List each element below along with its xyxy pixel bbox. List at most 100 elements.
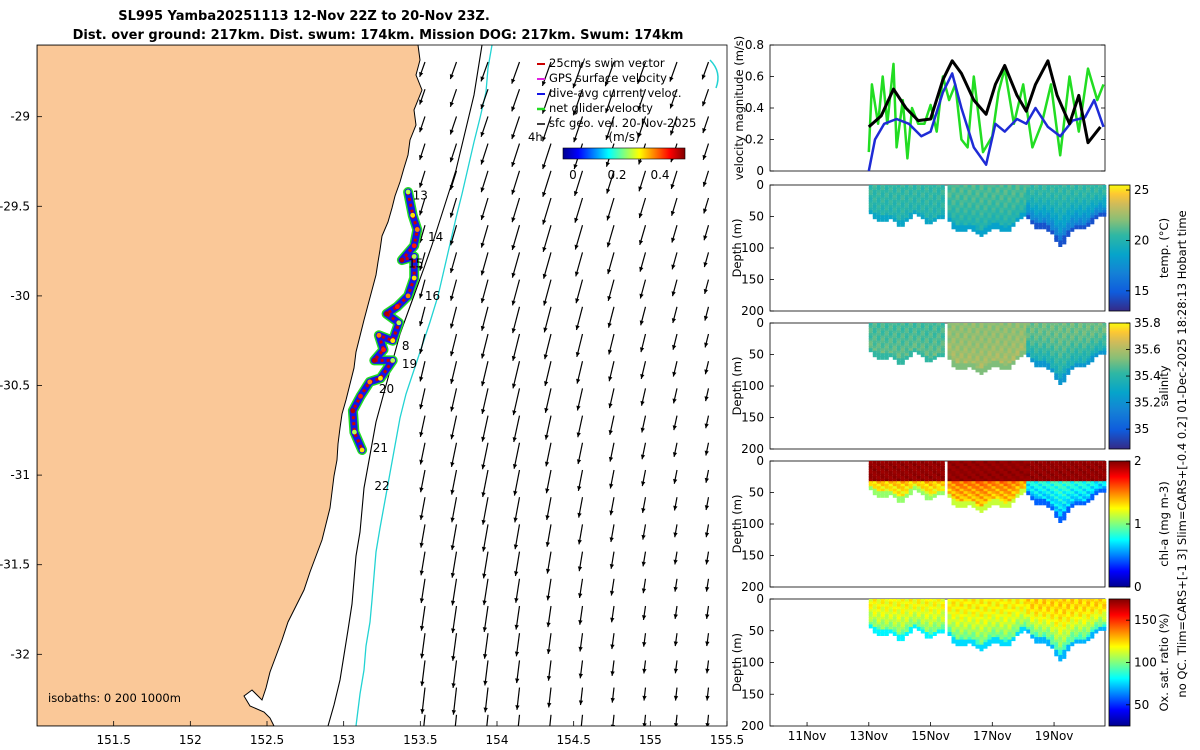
profile-cell bbox=[924, 488, 929, 493]
profile-cell bbox=[884, 210, 889, 215]
profile-cell bbox=[1050, 493, 1055, 498]
geo-velocity-arrowhead bbox=[767, 177, 771, 182]
profile-cell bbox=[999, 481, 1004, 486]
profile-cell bbox=[1058, 621, 1063, 626]
geo-velocity-arrowhead bbox=[544, 461, 550, 467]
map-y-tick-label: -30 bbox=[10, 289, 30, 303]
profile-cell bbox=[1011, 486, 1016, 491]
profile-cell bbox=[999, 340, 1004, 345]
profile-cell bbox=[1074, 345, 1079, 350]
profile-cell bbox=[983, 355, 988, 360]
profile-cell bbox=[920, 335, 925, 340]
profile-cell bbox=[1034, 350, 1039, 355]
profile-cell bbox=[1094, 599, 1099, 603]
profile-cell bbox=[1011, 478, 1016, 483]
profile-cell bbox=[872, 330, 877, 335]
profile-cell bbox=[1094, 488, 1099, 493]
geo-velocity-arrowhead bbox=[542, 273, 547, 279]
profile-cell bbox=[896, 330, 901, 335]
profile-cell bbox=[1090, 330, 1095, 335]
profile-cell bbox=[1038, 197, 1043, 202]
legend-swim-vector: 25cm/s swim vector bbox=[549, 56, 665, 70]
profile-cell bbox=[1034, 323, 1039, 327]
profile-cell bbox=[947, 207, 952, 212]
profile-cell bbox=[1098, 624, 1103, 629]
profile-cell bbox=[963, 493, 968, 498]
profile-cell bbox=[1042, 207, 1047, 212]
profile-cell bbox=[920, 611, 925, 616]
profile-cell bbox=[920, 461, 925, 465]
profile-cell bbox=[995, 478, 1000, 483]
profile-cell bbox=[1102, 333, 1107, 338]
geo-velocity-arrowhead bbox=[673, 586, 678, 592]
profile-cell bbox=[947, 476, 952, 481]
profile-cell bbox=[892, 207, 897, 212]
profile-cell bbox=[896, 207, 901, 212]
profile-cell bbox=[1023, 210, 1028, 215]
profile-cell bbox=[1030, 624, 1035, 629]
profile-cell bbox=[892, 599, 897, 603]
profile-cell bbox=[983, 187, 988, 192]
profile-cell bbox=[951, 468, 956, 473]
profile-cell bbox=[1019, 461, 1024, 465]
profile-cell bbox=[1070, 637, 1075, 642]
profile-cell bbox=[1058, 619, 1063, 624]
profile-cell bbox=[999, 483, 1004, 488]
profile-cell bbox=[912, 461, 917, 465]
profile-cell bbox=[892, 621, 897, 626]
profile-cell bbox=[999, 629, 1004, 634]
profile-cell bbox=[900, 355, 905, 360]
profile-cell bbox=[991, 601, 996, 606]
profile-cell bbox=[959, 348, 964, 353]
colorbar-tick-label: 1 bbox=[1134, 517, 1142, 531]
profile-cell bbox=[1058, 616, 1063, 621]
profile-cell bbox=[1015, 493, 1020, 498]
profile-cell bbox=[924, 601, 929, 606]
profile-cell bbox=[995, 488, 1000, 493]
profile-cell bbox=[1003, 483, 1008, 488]
profile-cell bbox=[1098, 343, 1103, 348]
profile-cell bbox=[967, 478, 972, 483]
profile-cell bbox=[904, 330, 909, 335]
day-label: 21 bbox=[373, 441, 388, 455]
profile-cell bbox=[1034, 606, 1039, 611]
profile-cell bbox=[1070, 614, 1075, 619]
profile-cell bbox=[1007, 498, 1012, 503]
profile-cell bbox=[979, 632, 984, 636]
profile-cell bbox=[1058, 468, 1063, 473]
profile-cell bbox=[1050, 197, 1055, 202]
profile-cell bbox=[1062, 471, 1067, 476]
geo-velocity-arrowhead bbox=[480, 104, 485, 110]
profile-cell bbox=[1066, 210, 1071, 215]
profile-cell bbox=[959, 355, 964, 360]
profile-cell bbox=[896, 468, 901, 473]
profile-cell bbox=[1074, 624, 1079, 629]
profile-cell bbox=[1003, 629, 1008, 634]
profile-cell bbox=[932, 348, 937, 353]
profile-cell bbox=[868, 343, 873, 348]
profile-cell bbox=[1011, 217, 1016, 222]
profile-cell bbox=[1074, 338, 1079, 343]
profile-cell bbox=[1007, 192, 1012, 197]
profile-cell bbox=[1050, 360, 1055, 365]
profile-cell bbox=[1034, 611, 1039, 616]
profile-cell bbox=[1015, 323, 1020, 327]
profile-cell bbox=[1046, 350, 1051, 355]
profile-cell bbox=[999, 614, 1004, 619]
profile-cell bbox=[928, 192, 933, 197]
profile-cell bbox=[892, 217, 897, 222]
geo-velocity-arrowhead bbox=[639, 293, 644, 299]
profile-cell bbox=[912, 197, 917, 202]
profile-cell bbox=[892, 614, 897, 619]
profile-cell bbox=[959, 616, 964, 621]
profile-cell bbox=[1034, 478, 1039, 483]
profile-cell bbox=[1015, 466, 1020, 470]
profile-cell bbox=[1019, 599, 1024, 603]
profile-cell bbox=[991, 632, 996, 636]
profile-cell bbox=[971, 604, 976, 609]
profile-cell bbox=[880, 471, 885, 476]
profile-cell bbox=[916, 202, 921, 207]
profile-cell bbox=[1098, 323, 1103, 327]
geo-velocity-arrowhead bbox=[544, 407, 549, 413]
profile-cell bbox=[1038, 338, 1043, 343]
